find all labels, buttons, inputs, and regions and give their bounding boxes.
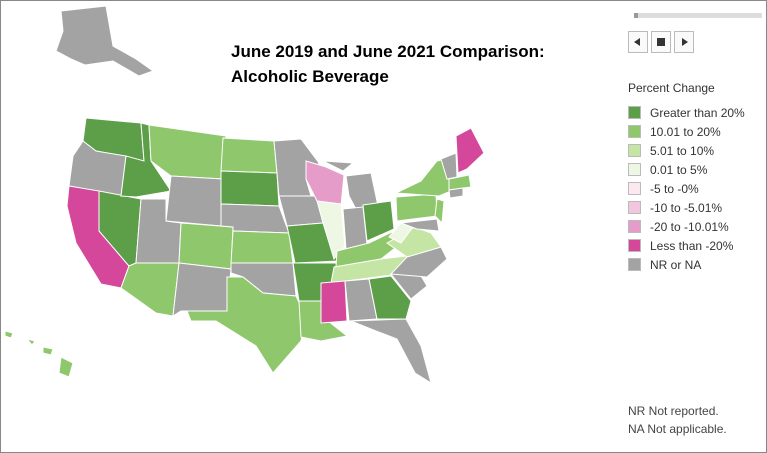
legend-swatch <box>628 258 641 271</box>
state <box>362 200 395 242</box>
legend-swatch <box>628 182 641 195</box>
state <box>455 127 485 174</box>
state <box>25 338 36 346</box>
map-title: June 2019 and June 2021 Comparison: Alco… <box>231 39 545 89</box>
legend-swatch <box>628 144 641 157</box>
note: NA Not applicable. <box>628 422 727 436</box>
legend-row: NR or NA <box>628 255 745 274</box>
slider-thumb[interactable] <box>634 13 638 18</box>
state <box>165 175 224 227</box>
stop-button[interactable] <box>651 31 671 53</box>
state <box>120 262 180 317</box>
state <box>400 218 440 232</box>
title-line: Alcoholic Beverage <box>231 67 389 86</box>
legend-label: Less than -20% <box>650 238 734 253</box>
legend-row: -10 to -5.01% <box>628 198 745 217</box>
state <box>220 170 280 207</box>
state <box>4 330 14 339</box>
note: NR Not reported. <box>628 404 719 418</box>
legend-swatch <box>628 125 641 138</box>
state <box>148 124 227 180</box>
legend-swatch <box>628 201 641 214</box>
state <box>448 187 464 199</box>
legend-title: Percent Change <box>628 81 715 95</box>
state <box>342 206 368 250</box>
legend-row: 5.01 to 10% <box>628 141 745 160</box>
state <box>350 318 432 385</box>
title-line: June 2019 and June 2021 Comparison: <box>231 42 545 61</box>
slider-track[interactable] <box>634 13 762 18</box>
legend-swatch <box>628 106 641 119</box>
state <box>322 160 355 172</box>
state <box>395 193 438 222</box>
legend-row: Greater than 20% <box>628 103 745 122</box>
legend-label: -20 to -10.01% <box>650 219 729 234</box>
back-button[interactable] <box>628 31 648 53</box>
state <box>58 356 74 378</box>
legend-label: 0.01 to 5% <box>650 162 708 177</box>
state <box>220 137 278 174</box>
legend-label: 10.01 to 20% <box>650 124 721 139</box>
notes: NR Not reported. NA Not applicable. <box>628 402 727 438</box>
forward-icon <box>682 38 688 46</box>
state <box>448 174 472 191</box>
legend-swatch <box>628 239 641 252</box>
forward-button[interactable] <box>674 31 694 53</box>
stop-icon <box>657 38 665 46</box>
legend-swatch <box>628 163 641 176</box>
state <box>434 198 445 225</box>
state <box>368 275 412 320</box>
legend-label: 5.01 to 10% <box>650 143 715 158</box>
legend-label: NR or NA <box>650 257 702 272</box>
state <box>172 262 232 317</box>
legend-row: Less than -20% <box>628 236 745 255</box>
state <box>320 280 348 324</box>
back-icon <box>634 38 640 46</box>
state <box>42 346 54 356</box>
state <box>273 138 320 197</box>
legend-row: 10.01 to 20% <box>628 122 745 141</box>
state <box>178 222 234 270</box>
legend-swatch <box>628 220 641 233</box>
legend-label: -5 to -0% <box>650 181 699 196</box>
legend: Percent Change Greater than 20% 10.01 to … <box>628 81 745 274</box>
state <box>186 276 307 374</box>
legend-label: -10 to -5.01% <box>650 200 723 215</box>
legend-row: 0.01 to 5% <box>628 160 745 179</box>
legend-row: -5 to -0% <box>628 179 745 198</box>
legend-label: Greater than 20% <box>650 105 745 120</box>
legend-row: -20 to -10.01% <box>628 217 745 236</box>
state <box>230 230 294 264</box>
state <box>55 5 155 77</box>
